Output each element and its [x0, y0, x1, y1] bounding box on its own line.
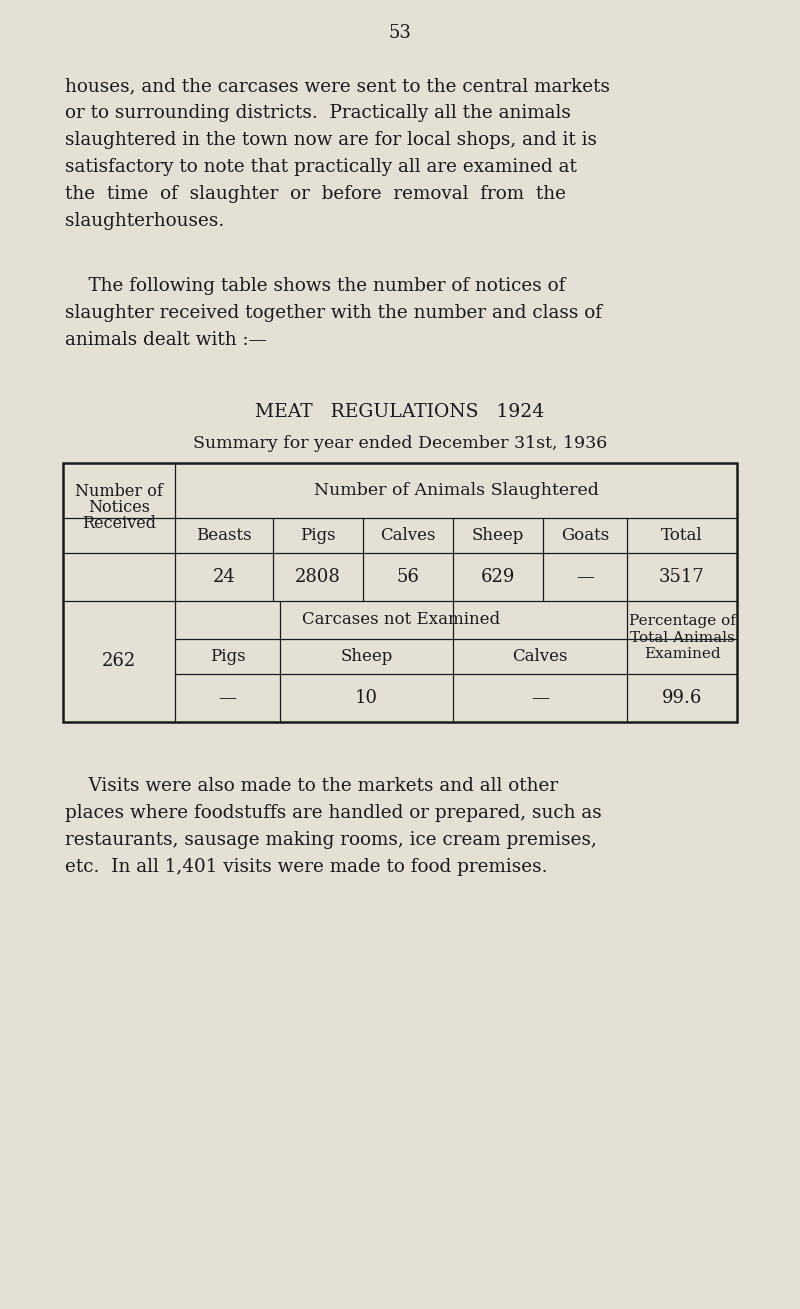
Text: or to surrounding districts.  Practically all the animals: or to surrounding districts. Practically… [65, 103, 571, 122]
Text: houses, and the carcases were sent to the central markets: houses, and the carcases were sent to th… [65, 77, 610, 96]
Text: Visits were also made to the markets and all other: Visits were also made to the markets and… [65, 778, 558, 795]
Text: the  time  of  slaughter  or  before  removal  from  the: the time of slaughter or before removal … [65, 185, 566, 203]
Text: Sheep: Sheep [472, 528, 524, 545]
Text: slaughterhouses.: slaughterhouses. [65, 212, 224, 230]
Text: 99.6: 99.6 [662, 689, 702, 707]
Text: Examined: Examined [644, 647, 720, 661]
Text: restaurants, sausage making rooms, ice cream premises,: restaurants, sausage making rooms, ice c… [65, 831, 597, 850]
Text: 2808: 2808 [295, 568, 341, 586]
Text: Number of: Number of [75, 483, 163, 500]
Text: Calves: Calves [380, 528, 436, 545]
Text: slaughter received together with the number and class of: slaughter received together with the num… [65, 304, 602, 322]
Text: Total Animals: Total Animals [630, 631, 734, 644]
Text: animals dealt with :—: animals dealt with :— [65, 331, 267, 350]
Text: Summary for year ended December 31st, 1936: Summary for year ended December 31st, 19… [193, 435, 607, 452]
Text: Beasts: Beasts [196, 528, 252, 545]
Text: places where foodstuffs are handled or prepared, such as: places where foodstuffs are handled or p… [65, 804, 602, 822]
Text: Sheep: Sheep [340, 648, 393, 665]
Text: Pigs: Pigs [210, 648, 246, 665]
Text: Received: Received [82, 516, 156, 533]
Text: 53: 53 [389, 24, 411, 42]
Bar [63, 463, 737, 723]
Text: etc.  In all 1,401 visits were made to food premises.: etc. In all 1,401 visits were made to fo… [65, 857, 547, 876]
Text: Number of Animals Slaughtered: Number of Animals Slaughtered [314, 482, 598, 499]
Text: 262: 262 [102, 652, 136, 670]
Text: Total: Total [661, 528, 703, 545]
Text: 24: 24 [213, 568, 235, 586]
Text: 3517: 3517 [659, 568, 705, 586]
Text: 629: 629 [481, 568, 515, 586]
Text: slaughtered in the town now are for local shops, and it is: slaughtered in the town now are for loca… [65, 131, 597, 149]
Text: Pigs: Pigs [300, 528, 336, 545]
Text: Percentage of: Percentage of [629, 614, 735, 628]
Text: —: — [218, 689, 237, 707]
Text: —: — [576, 568, 594, 586]
Text: Calves: Calves [512, 648, 568, 665]
Text: Carcases not Examined: Carcases not Examined [302, 611, 500, 628]
Text: —: — [531, 689, 549, 707]
Text: 56: 56 [397, 568, 419, 586]
Text: 10: 10 [355, 689, 378, 707]
Text: MEAT   REGULATIONS   1924: MEAT REGULATIONS 1924 [255, 403, 545, 421]
Text: Notices: Notices [88, 500, 150, 517]
Text: The following table shows the number of notices of: The following table shows the number of … [65, 278, 566, 295]
Text: Goats: Goats [561, 528, 609, 545]
Text: satisfactory to note that practically all are examined at: satisfactory to note that practically al… [65, 158, 577, 175]
